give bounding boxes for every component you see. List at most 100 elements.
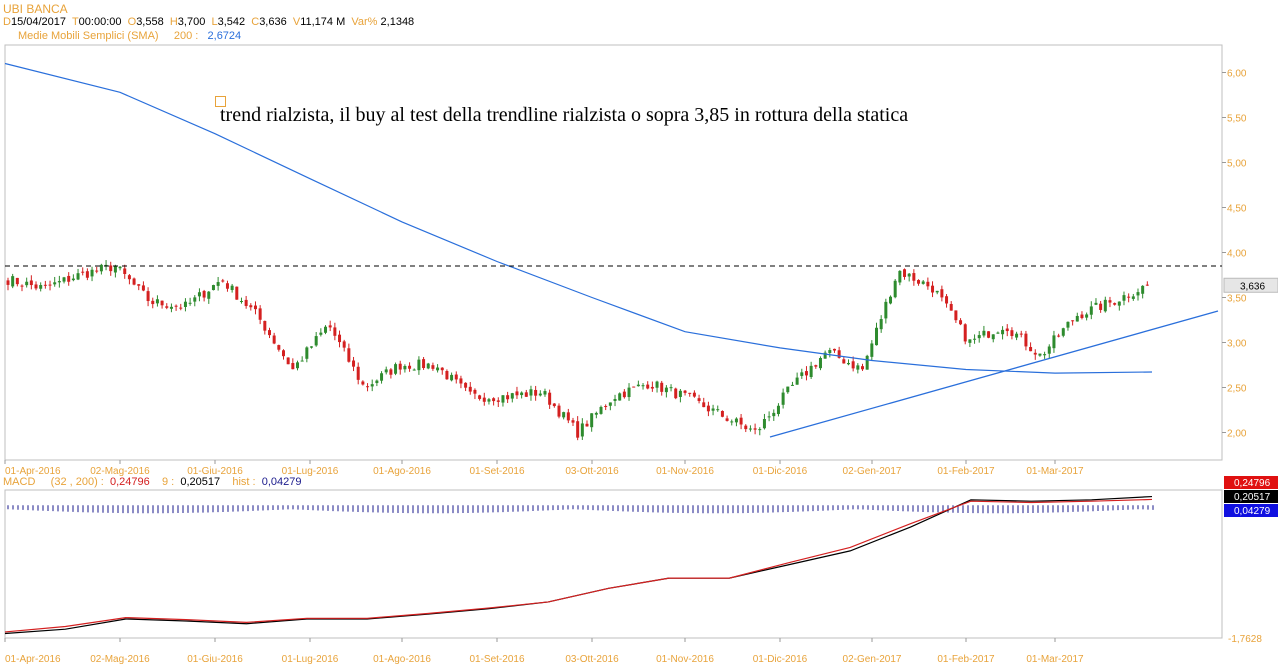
candle-body (468, 386, 472, 392)
candle-body (562, 412, 566, 418)
candle-body (585, 423, 589, 427)
date-axis-label: 03-Ott-2016 (565, 654, 619, 665)
candle-body (183, 301, 187, 308)
candle-body (1010, 330, 1014, 336)
candle-body (711, 408, 715, 411)
candle-body (982, 330, 986, 336)
candle-body (889, 296, 893, 304)
candle-body (160, 300, 164, 306)
candle-body (1127, 296, 1131, 298)
candle-body (772, 412, 776, 417)
candle-body (744, 425, 748, 430)
candle-body (655, 381, 659, 388)
candle-body (650, 386, 654, 389)
candle-body (43, 284, 47, 286)
candle-body (1145, 284, 1149, 286)
candle-body (464, 382, 468, 388)
candle-body (109, 265, 113, 272)
candle-body (1085, 314, 1089, 318)
date-axis-label: 01-Set-2016 (469, 654, 524, 665)
candle-body (664, 387, 668, 393)
candle-body (253, 305, 257, 310)
candle-body (1117, 301, 1121, 306)
candle-body (6, 280, 10, 285)
candle-body (216, 282, 220, 286)
candle-body (487, 399, 491, 402)
annotation-marker[interactable] (215, 96, 226, 107)
candle-body (520, 392, 524, 396)
candle-body (197, 292, 201, 297)
date-axis-label: 01-Nov-2016 (656, 466, 714, 477)
candle-body (548, 392, 552, 405)
candle-body (81, 271, 85, 273)
candle-body (426, 363, 430, 369)
candle-body (837, 350, 841, 358)
candle-body (436, 367, 440, 371)
candle-body (613, 398, 617, 401)
candle-body (431, 365, 435, 369)
candle-body (739, 417, 743, 425)
candle-body (776, 405, 780, 415)
candle-body (188, 302, 192, 304)
candle-body (90, 269, 94, 277)
date-axis-label: 01-Dic-2016 (753, 466, 808, 477)
candle-body (795, 377, 799, 385)
candle-body (1029, 346, 1033, 352)
candle-body (328, 325, 332, 328)
macd-value-tag (1224, 490, 1278, 503)
candle-body (697, 398, 701, 402)
symbol-title: UBI BANCA (3, 2, 68, 16)
date-axis-label: 01-Apr-2016 (5, 466, 61, 477)
candle-body (11, 276, 15, 287)
candle-body (239, 301, 243, 303)
candle-body (48, 284, 52, 286)
candle-body (632, 386, 636, 388)
candle-body (361, 381, 365, 385)
price-axis-label: 2,50 (1227, 384, 1247, 395)
candle-body (678, 390, 682, 397)
candle-body (1033, 352, 1037, 355)
candle-body (996, 332, 1000, 334)
candle-body (342, 341, 346, 348)
candle-body (767, 416, 771, 418)
candle-body (179, 307, 183, 309)
candle-body (422, 359, 426, 369)
candle-body (706, 405, 710, 412)
candle-body (25, 281, 29, 286)
candle-body (781, 392, 785, 405)
candle-body (604, 406, 608, 408)
candle-body (622, 391, 626, 398)
candle-body (884, 301, 888, 319)
candle-body (935, 290, 939, 293)
candle-body (286, 357, 290, 365)
candle-body (258, 308, 262, 320)
candle-body (57, 281, 61, 283)
candle-body (296, 362, 300, 369)
sma-legend: Medie Mobili Semplici (SMA) 200 : 2,6724 (18, 30, 242, 42)
date-axis-label: 02-Gen-2017 (843, 654, 902, 665)
candle-body (931, 285, 935, 293)
candle-body (174, 305, 178, 307)
candle-body (940, 289, 944, 298)
candle-body (1108, 300, 1112, 303)
candle-body (394, 364, 398, 374)
candle-body (1001, 329, 1005, 335)
candle-body (1136, 292, 1140, 296)
candle-body (459, 378, 463, 384)
date-axis-label: 01-Apr-2016 (5, 654, 61, 665)
price-axis-label: 4,50 (1227, 204, 1247, 215)
candle-body (641, 385, 645, 387)
candle-body (627, 387, 631, 398)
date-axis-label: 01-Mar-2017 (1026, 466, 1084, 477)
candle-body (230, 285, 234, 291)
candle-body (501, 395, 505, 403)
candle-body (860, 366, 864, 370)
candle-body (454, 374, 458, 380)
candle-body (62, 277, 66, 282)
candle-body (127, 275, 131, 280)
sma-200-line (4, 62, 1153, 374)
candle-body (809, 365, 813, 378)
candle-body (949, 303, 953, 311)
candle-body (141, 285, 145, 291)
